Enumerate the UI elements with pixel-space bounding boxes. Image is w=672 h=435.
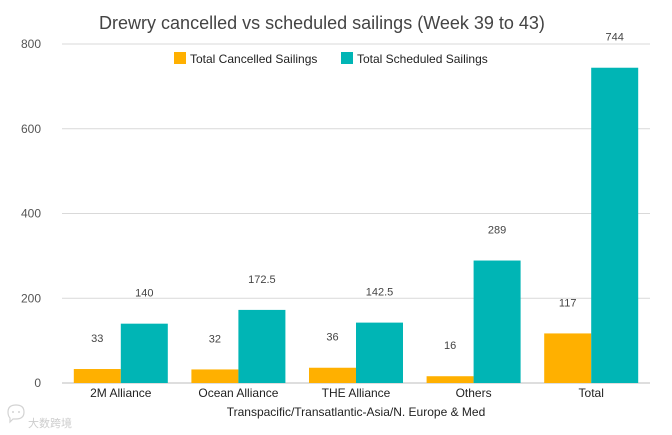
data-labels-layer: 33 140 32 172.5 36 142.5 16 289 117 744 [91, 32, 624, 352]
watermark: 大数跨境 [7, 404, 72, 430]
y-tick-label: 400 [21, 207, 41, 221]
data-label: 36 [326, 332, 338, 344]
data-label: 117 [559, 297, 577, 309]
bar [426, 376, 474, 383]
bar [238, 309, 286, 383]
y-tick-label: 800 [21, 37, 41, 51]
data-label: 32 [209, 333, 221, 345]
x-tick-label: Total [579, 386, 604, 400]
legend-swatch [174, 52, 186, 64]
bars-layer [73, 67, 639, 383]
data-label: 16 [444, 340, 456, 352]
bar [191, 369, 239, 383]
data-label: 289 [488, 225, 506, 237]
x-tick-label: 2M Alliance [90, 386, 152, 400]
bar [356, 322, 403, 383]
x-tick-label: THE Alliance [322, 386, 391, 400]
data-label: 172.5 [248, 274, 276, 286]
data-label: 142.5 [366, 287, 394, 299]
bar [73, 369, 121, 383]
x-tick-label: Ocean Alliance [198, 386, 278, 400]
data-label: 33 [91, 333, 103, 345]
data-label: 140 [135, 288, 153, 300]
legend-label: Total Cancelled Sailings [190, 52, 317, 66]
data-label: 744 [606, 32, 624, 44]
y-tick-label: 0 [34, 376, 41, 390]
y-tick-label: 600 [21, 122, 41, 136]
legend-swatch [341, 52, 353, 64]
chart-title: Drewry cancelled vs scheduled sailings (… [99, 13, 545, 33]
y-tick-label: 200 [21, 291, 41, 305]
chat-bubble-icon [7, 404, 25, 424]
legend-label: Total Scheduled Sailings [357, 52, 488, 66]
x-axis-title: Transpacific/Transatlantic-Asia/N. Europ… [227, 405, 486, 419]
bar [309, 367, 356, 383]
bar [544, 333, 592, 383]
watermark-text: 大数跨境 [28, 416, 72, 430]
legend: Total Cancelled Sailings Total Scheduled … [174, 52, 488, 66]
bar [591, 67, 639, 383]
x-tick-label: Others [456, 386, 492, 400]
category-labels-layer: 2M Alliance Ocean Alliance THE Alliance Oth… [90, 386, 604, 400]
bar [473, 260, 521, 383]
bar [120, 323, 168, 383]
